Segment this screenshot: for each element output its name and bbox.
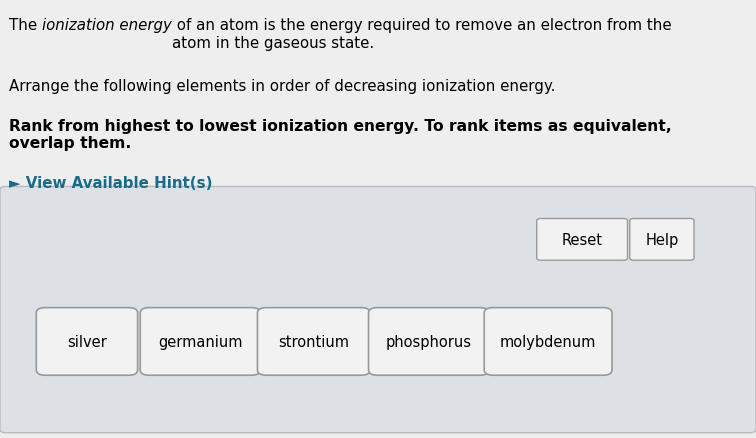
FancyBboxPatch shape — [141, 308, 260, 375]
Text: strontium: strontium — [278, 334, 349, 349]
Text: Reset: Reset — [562, 232, 603, 247]
Text: Arrange the following elements in order of decreasing ionization energy.: Arrange the following elements in order … — [9, 79, 556, 94]
Text: germanium: germanium — [158, 334, 243, 349]
Text: of an atom is the energy required to remove an electron from the
atom in the gas: of an atom is the energy required to rem… — [172, 18, 671, 51]
FancyBboxPatch shape — [257, 308, 370, 375]
Text: phosphorus: phosphorus — [386, 334, 472, 349]
Text: silver: silver — [67, 334, 107, 349]
Text: Help: Help — [646, 232, 678, 247]
FancyBboxPatch shape — [368, 308, 488, 375]
FancyBboxPatch shape — [0, 187, 756, 433]
FancyBboxPatch shape — [537, 219, 627, 261]
Text: Rank from highest to lowest ionization energy. To rank items as equivalent,
over: Rank from highest to lowest ionization e… — [9, 118, 672, 151]
FancyBboxPatch shape — [630, 219, 694, 261]
Text: ionization energy: ionization energy — [42, 18, 172, 33]
FancyBboxPatch shape — [36, 308, 138, 375]
Text: The: The — [9, 18, 42, 33]
Text: ► View Available Hint(s): ► View Available Hint(s) — [9, 176, 212, 191]
FancyBboxPatch shape — [484, 308, 612, 375]
Text: molybdenum: molybdenum — [500, 334, 596, 349]
